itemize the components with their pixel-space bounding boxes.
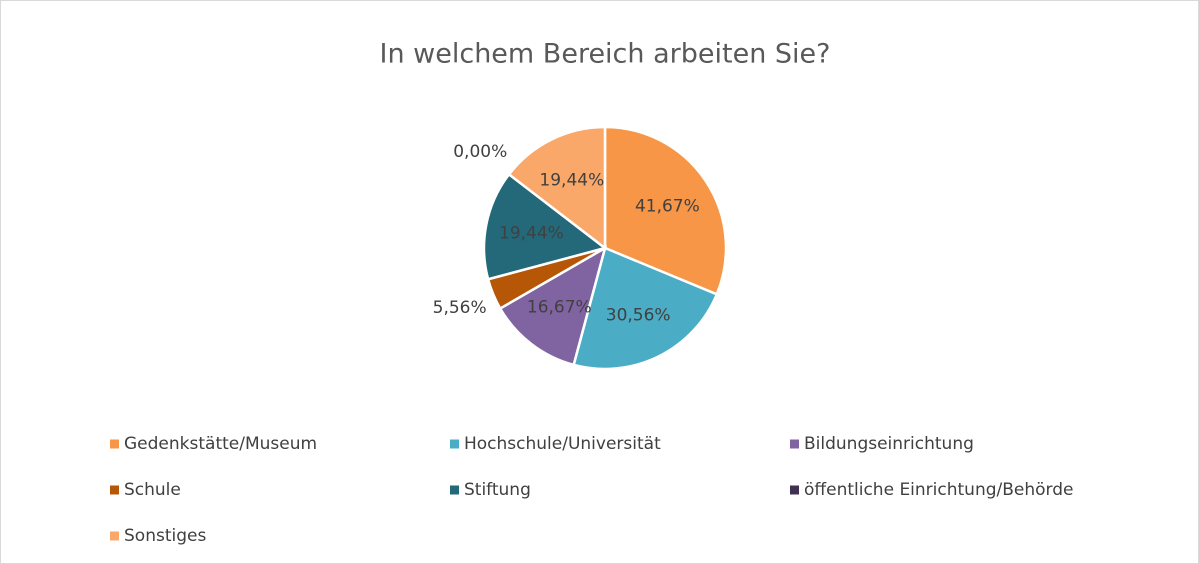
legend-label: Sonstiges (124, 526, 206, 546)
pie-slice (482, 172, 608, 281)
legend-label: Gedenkstätte/Museum (124, 434, 317, 454)
chart-title: In welchem Bereich arbeiten Sie? (380, 39, 831, 70)
legend-swatch (790, 485, 799, 495)
legend-swatch (450, 439, 459, 449)
legend-swatch (790, 439, 799, 449)
data-label: 19,44% (539, 171, 604, 191)
legend-swatch (110, 439, 119, 449)
legend-label: Schule (124, 480, 181, 500)
data-label: 41,67% (635, 196, 700, 216)
data-label: 30,56% (606, 305, 671, 325)
pie-slice (603, 125, 728, 296)
pie-slice (507, 125, 607, 251)
pie-slice (572, 246, 719, 371)
data-label: 5,56% (433, 298, 487, 318)
legend-label: Bildungseinrichtung (804, 434, 974, 454)
legend-swatch (110, 485, 119, 495)
legend-swatch (450, 485, 459, 495)
data-label: 19,44% (499, 223, 564, 243)
legend-label: öffentliche Einrichtung/Behörde (804, 480, 1074, 500)
legend-label: Stiftung (464, 480, 531, 500)
data-label: 16,67% (527, 298, 592, 318)
legend-swatch (110, 531, 119, 541)
legend-label: Hochschule/Universität (464, 434, 661, 454)
pie-slice (498, 245, 607, 367)
data-label: 0,00% (453, 142, 507, 162)
